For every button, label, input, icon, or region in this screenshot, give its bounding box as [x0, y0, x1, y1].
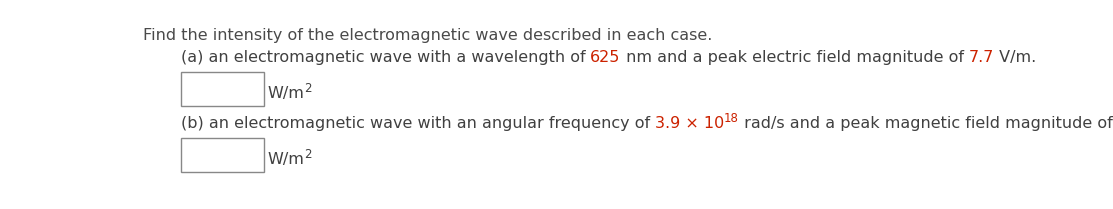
- Text: 7.7: 7.7: [968, 50, 994, 65]
- Text: 3.9 × 10: 3.9 × 10: [654, 116, 725, 131]
- Text: (a) an electromagnetic wave with a wavelength of: (a) an electromagnetic wave with a wavel…: [180, 50, 590, 65]
- Text: W/m: W/m: [267, 152, 305, 167]
- Text: W/m: W/m: [267, 86, 305, 101]
- Text: 625: 625: [590, 50, 621, 65]
- Text: (b) an electromagnetic wave with an angular frequency of: (b) an electromagnetic wave with an angu…: [180, 116, 654, 131]
- Text: V/m.: V/m.: [994, 50, 1036, 65]
- Text: 2: 2: [305, 82, 312, 95]
- Text: rad/s and a peak magnetic field magnitude of: rad/s and a peak magnetic field magnitud…: [739, 116, 1113, 131]
- Text: 2: 2: [305, 148, 312, 161]
- Text: Find the intensity of the electromagnetic wave described in each case.: Find the intensity of the electromagneti…: [144, 28, 712, 43]
- Text: nm and a peak electric field magnitude of: nm and a peak electric field magnitude o…: [621, 50, 968, 65]
- Text: 18: 18: [725, 112, 739, 125]
